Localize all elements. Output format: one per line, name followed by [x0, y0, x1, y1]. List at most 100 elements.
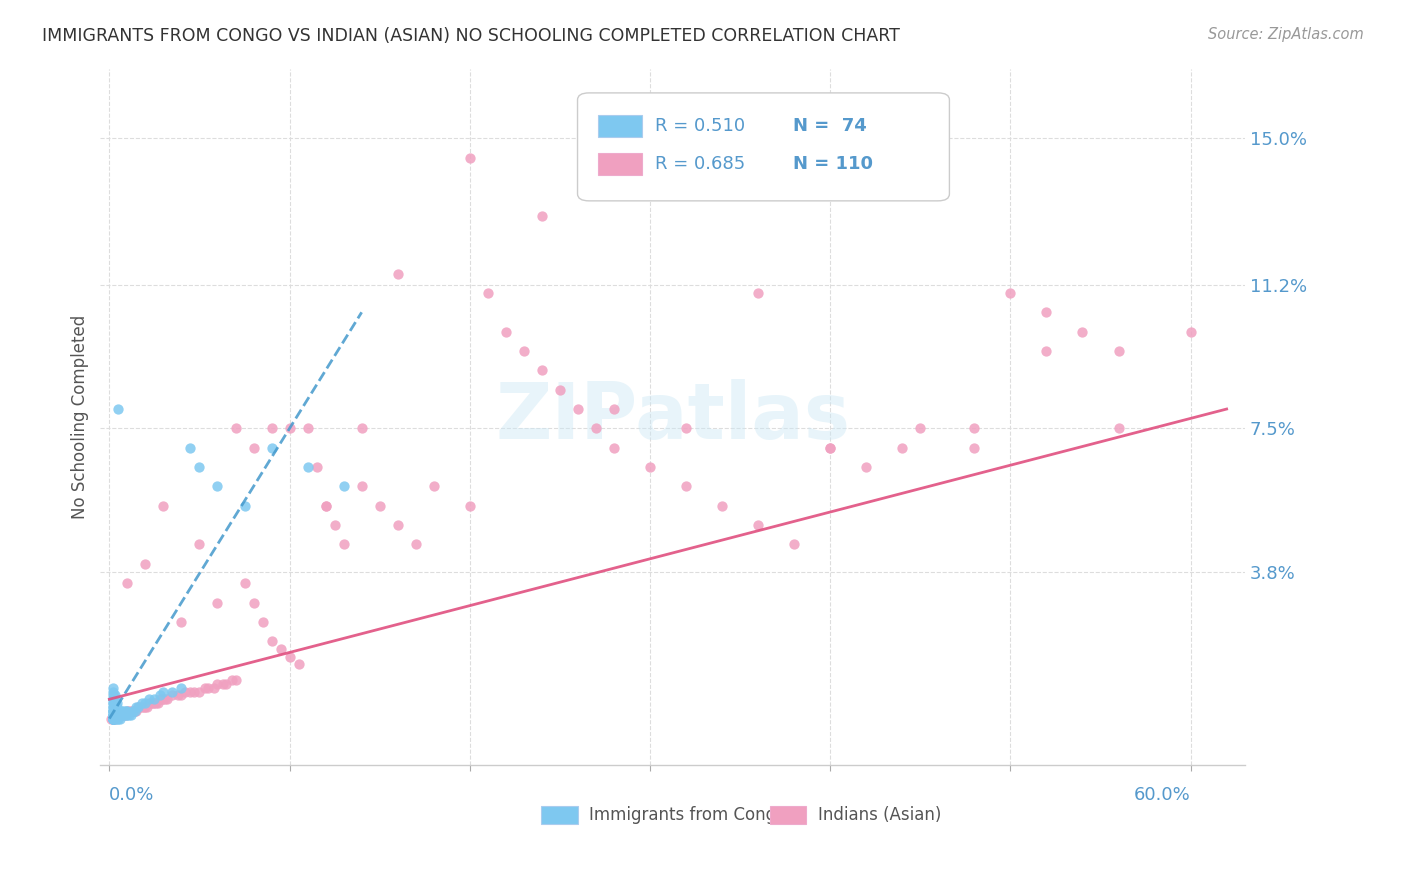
Point: [207, 479, 229, 493]
Point: [104, 704, 127, 718]
Point: [183, 684, 205, 698]
Point: [101, 692, 124, 706]
Point: [129, 700, 152, 714]
Point: [143, 692, 166, 706]
Point: [101, 712, 124, 726]
Point: [1035, 305, 1057, 319]
Text: 0.0%: 0.0%: [110, 786, 155, 804]
Point: [101, 692, 124, 706]
Point: [118, 707, 141, 722]
Text: IMMIGRANTS FROM CONGO VS INDIAN (ASIAN) NO SCHOOLING COMPLETED CORRELATION CHART: IMMIGRANTS FROM CONGO VS INDIAN (ASIAN) …: [42, 27, 900, 45]
Point: [1108, 343, 1130, 358]
Point: [530, 209, 553, 223]
Point: [112, 707, 135, 722]
Point: [117, 704, 139, 718]
Point: [278, 421, 301, 435]
Point: [270, 642, 292, 657]
Point: [152, 692, 174, 706]
Point: [260, 421, 283, 435]
Point: [108, 704, 131, 718]
Point: [120, 704, 142, 718]
Point: [207, 677, 229, 691]
Point: [134, 696, 156, 710]
Point: [315, 499, 337, 513]
Point: [101, 712, 124, 726]
Point: [260, 634, 283, 648]
Point: [101, 700, 124, 714]
Point: [162, 684, 184, 698]
Point: [105, 704, 128, 718]
Point: [260, 441, 283, 455]
Point: [567, 402, 589, 417]
Point: [242, 441, 264, 455]
Point: [112, 704, 135, 718]
Point: [101, 707, 124, 722]
Point: [101, 684, 124, 698]
Point: [585, 421, 607, 435]
Point: [170, 681, 193, 695]
Bar: [541, 806, 578, 824]
Point: [101, 712, 124, 726]
Point: [675, 421, 697, 435]
Point: [458, 499, 481, 513]
Point: [108, 712, 131, 726]
Point: [101, 712, 124, 726]
Point: [114, 704, 136, 718]
Point: [125, 704, 148, 718]
Point: [155, 692, 177, 706]
Point: [127, 700, 149, 714]
Point: [105, 707, 128, 722]
Point: [350, 479, 373, 493]
Point: [111, 704, 134, 718]
Point: [387, 518, 409, 533]
Point: [315, 499, 337, 513]
Point: [104, 700, 127, 714]
Point: [101, 712, 124, 726]
Point: [149, 692, 172, 706]
Point: [143, 696, 166, 710]
Point: [131, 696, 153, 710]
Point: [387, 267, 409, 281]
Point: [139, 696, 162, 710]
Point: [101, 707, 124, 722]
Point: [305, 460, 328, 475]
Point: [101, 712, 124, 726]
Point: [121, 704, 143, 718]
Point: [107, 704, 129, 718]
Y-axis label: No Schooling Completed: No Schooling Completed: [72, 315, 89, 519]
Point: [891, 441, 914, 455]
Point: [104, 696, 127, 710]
Point: [332, 537, 354, 551]
Point: [101, 692, 124, 706]
Point: [107, 707, 129, 722]
Point: [101, 696, 124, 710]
Point: [107, 712, 129, 726]
Text: Source: ZipAtlas.com: Source: ZipAtlas.com: [1208, 27, 1364, 42]
Point: [350, 421, 373, 435]
Point: [278, 649, 301, 664]
FancyBboxPatch shape: [578, 93, 949, 201]
Point: [132, 700, 155, 714]
Point: [101, 707, 124, 722]
Point: [224, 421, 246, 435]
Point: [747, 518, 769, 533]
Point: [101, 707, 124, 722]
Point: [1108, 421, 1130, 435]
Point: [104, 692, 127, 706]
Bar: [769, 806, 807, 824]
Point: [477, 285, 499, 300]
Point: [170, 689, 193, 703]
Point: [221, 673, 243, 687]
Point: [224, 673, 246, 687]
Point: [495, 325, 517, 339]
Point: [101, 704, 124, 718]
Point: [104, 707, 127, 722]
Point: [118, 704, 141, 718]
Point: [117, 704, 139, 718]
Point: [124, 704, 146, 718]
Point: [145, 696, 167, 710]
Point: [603, 402, 626, 417]
Point: [855, 460, 877, 475]
Point: [134, 557, 156, 571]
Point: [297, 460, 319, 475]
